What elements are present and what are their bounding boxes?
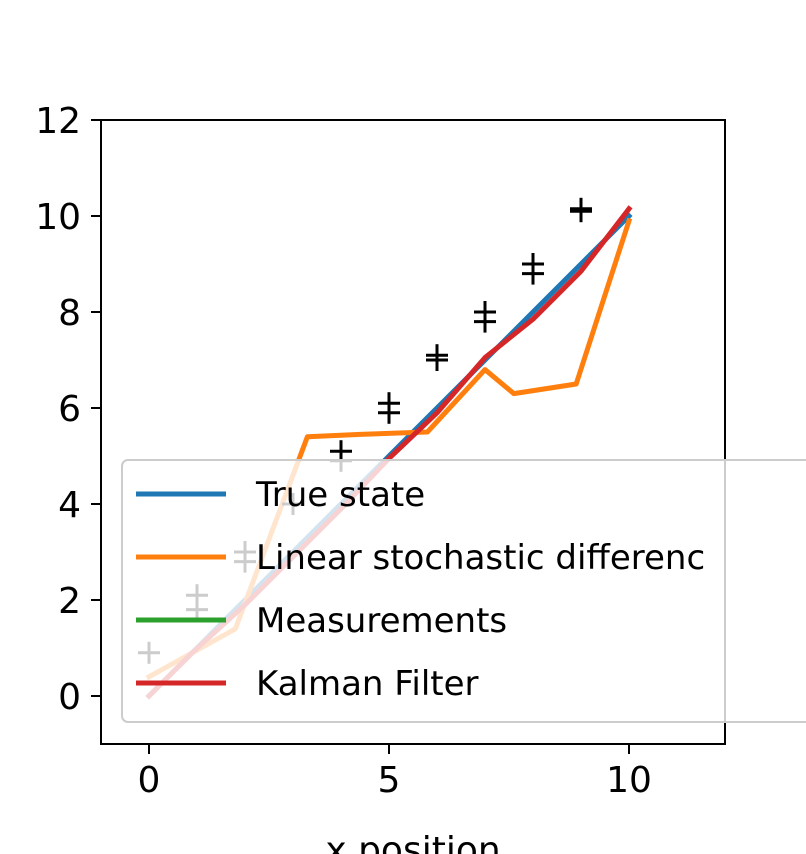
legend-label: Measurements xyxy=(256,601,507,641)
legend-entry: Linear stochastic differenc xyxy=(136,538,705,578)
legend-box xyxy=(121,459,806,723)
y-tick-label: 6 xyxy=(58,389,81,430)
legend-label: Kalman Filter xyxy=(256,664,479,704)
y-tick-label: 8 xyxy=(58,293,81,334)
x-tick-label: 0 xyxy=(138,760,161,801)
legend-label: Linear stochastic differenc xyxy=(256,538,705,578)
measurement-marker xyxy=(330,440,352,463)
y-tick-label: 2 xyxy=(58,581,81,622)
y-tick-label: 0 xyxy=(58,677,81,718)
legend-label: True state xyxy=(255,475,425,515)
plot-frame xyxy=(100,119,726,745)
measurement-marker xyxy=(426,344,448,367)
x-axis-label: x position xyxy=(325,830,500,854)
y-axis-ticks: 0 2 4 6 8 10 12 xyxy=(35,101,101,718)
y-tick-label: 12 xyxy=(35,101,81,142)
measurement-marker xyxy=(570,197,592,220)
x-axis-ticks: 0 5 10 xyxy=(138,744,652,801)
measurement-marker xyxy=(522,253,544,275)
measurement-marker xyxy=(378,392,400,415)
legend-entry: True state xyxy=(136,475,425,515)
x-tick-label: 10 xyxy=(606,760,652,801)
measurement-marker xyxy=(474,301,496,323)
y-tick-label: 4 xyxy=(58,485,81,526)
legend-entry: Measurements xyxy=(136,601,507,641)
x-tick-label: 5 xyxy=(378,760,401,801)
y-tick-label: 10 xyxy=(35,197,81,238)
legend-entry: Kalman Filter xyxy=(136,664,479,704)
legend: True state Linear stochastic differenc Mea… xyxy=(121,459,806,723)
